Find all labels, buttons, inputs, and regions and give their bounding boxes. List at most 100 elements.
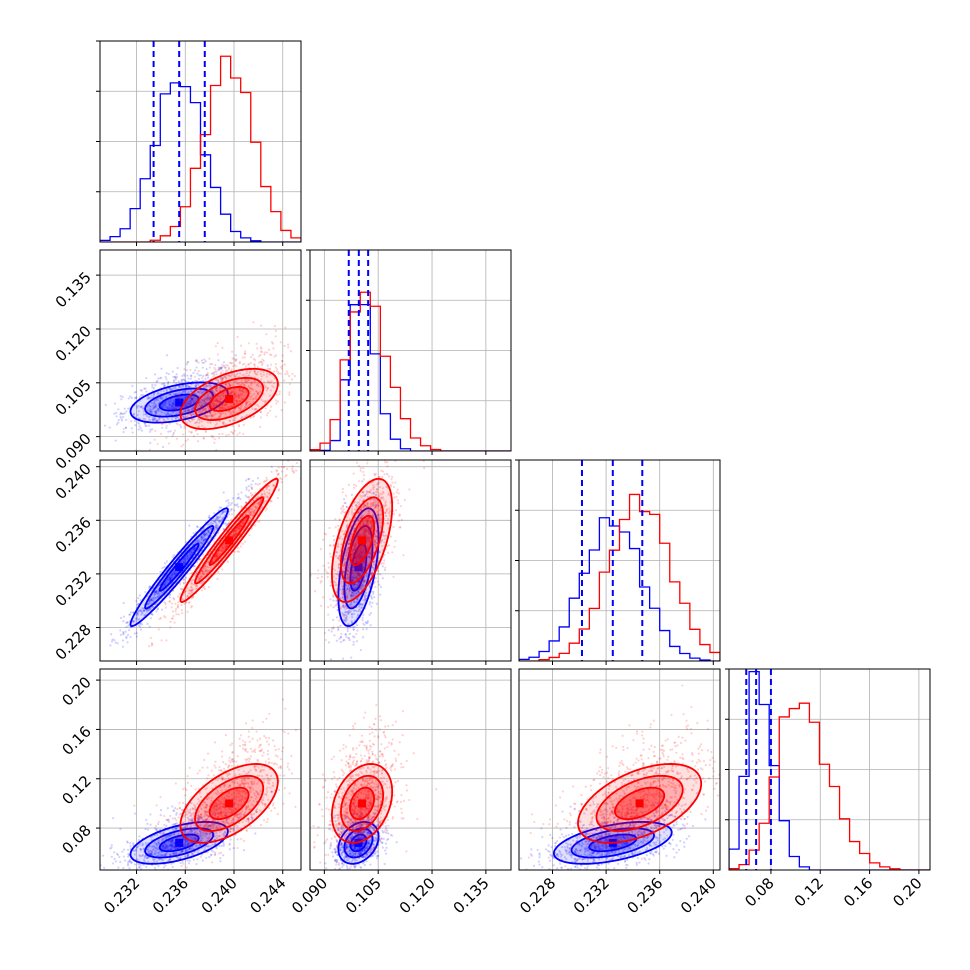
- scatter-point: [150, 598, 153, 601]
- scatter-point: [140, 610, 143, 613]
- scatter-point: [153, 406, 156, 409]
- scatter-point: [184, 410, 187, 413]
- scatter-point: [155, 404, 158, 407]
- scatter-point: [288, 374, 291, 378]
- scatter-point: [169, 578, 172, 581]
- scatter-point: [283, 379, 286, 382]
- scatter-point: [273, 355, 276, 358]
- scatter-point: [214, 520, 217, 523]
- scatter-point: [212, 519, 215, 523]
- scatter-point: [203, 397, 206, 401]
- scatter-point: [186, 587, 189, 590]
- scatter-point: [164, 606, 167, 609]
- scatter-point: [270, 500, 273, 503]
- scatter-point: [185, 404, 188, 408]
- scatter-point: [216, 389, 219, 392]
- scatter-point: [248, 477, 251, 481]
- scatter-point: [231, 357, 234, 360]
- scatter-point: [383, 568, 386, 572]
- scatter-point: [246, 381, 249, 384]
- scatter-point: [198, 401, 201, 404]
- scatter-point: [223, 404, 226, 407]
- scatter-point: [165, 372, 168, 375]
- scatter-point: [193, 547, 196, 550]
- scatter-point: [125, 636, 128, 640]
- scatter-point: [189, 404, 193, 407]
- scatter-point: [162, 445, 165, 449]
- scatter-point: [157, 418, 161, 421]
- density-peak-b: [225, 394, 234, 403]
- scatter-point: [113, 412, 116, 415]
- histograms: [519, 460, 720, 661]
- scatter-point: [182, 578, 185, 581]
- scatter-point: [225, 434, 228, 437]
- scatter-point: [121, 645, 125, 648]
- scatter-point: [171, 617, 174, 620]
- scatter-point: [185, 385, 188, 388]
- scatter-point: [183, 561, 186, 565]
- scatter-point: [230, 513, 234, 516]
- scatter-point: [158, 592, 161, 596]
- scatter-point: [175, 613, 178, 616]
- scatter-point: [157, 408, 160, 411]
- scatter-point: [221, 378, 224, 381]
- scatter-point: [173, 573, 177, 576]
- scatter-point: [183, 391, 187, 394]
- scatter-point: [302, 337, 304, 339]
- scatter-point: [286, 372, 289, 375]
- scatter-point: [243, 362, 246, 366]
- scatter-point: [213, 520, 216, 523]
- scatter-point: [189, 412, 192, 416]
- scatter-point: [207, 529, 210, 532]
- scatter-point: [214, 388, 217, 392]
- scatter-point: [182, 378, 185, 382]
- scatter-point: [199, 374, 203, 377]
- scatter-point: [203, 533, 206, 536]
- scatter-point: [136, 602, 140, 606]
- scatter-point: [166, 412, 169, 416]
- scatter-point: [208, 516, 211, 519]
- scatter-point: [137, 624, 140, 627]
- scatter-point: [155, 399, 158, 402]
- scatter-point: [122, 620, 125, 623]
- scatter-point: [253, 509, 256, 513]
- scatter-point: [262, 371, 265, 374]
- scatter-point: [205, 403, 208, 406]
- scatter-point: [144, 413, 147, 416]
- scatter-point: [189, 399, 193, 402]
- scatter-point: [184, 559, 187, 563]
- scatter-point: [216, 525, 219, 528]
- scatter-point: [133, 419, 137, 423]
- scatter-point: [262, 373, 265, 376]
- scatter-point: [233, 380, 236, 383]
- scatter-point: [177, 396, 180, 400]
- scatter-point: [168, 387, 171, 390]
- scatter-point: [226, 402, 229, 405]
- scatter-point: [158, 420, 161, 423]
- scatter-point: [129, 635, 132, 639]
- scatter-point: [187, 402, 190, 405]
- scatter-point: [185, 395, 188, 398]
- scatter-point: [266, 484, 270, 488]
- scatter-point: [155, 589, 158, 593]
- scatter-point: [199, 405, 203, 409]
- scatter-point: [249, 511, 252, 514]
- scatter-point: [233, 509, 236, 512]
- scatter-point: [239, 389, 242, 393]
- scatter-point: [235, 358, 238, 361]
- histogram-series-a: [729, 670, 930, 870]
- scatter-point: [119, 395, 122, 398]
- scatter-point: [177, 418, 180, 422]
- scatter-point: [129, 395, 132, 398]
- scatter-point: [243, 356, 246, 359]
- scatter-point: [259, 416, 263, 419]
- scatter-point: [198, 577, 201, 580]
- scatter-point: [196, 525, 199, 528]
- scatter-point: [155, 419, 159, 423]
- scatter-point: [243, 384, 247, 387]
- scatter-point: [251, 407, 254, 410]
- scatter-point: [136, 611, 139, 614]
- scatter-point: [229, 362, 233, 365]
- scatter-point: [220, 393, 223, 396]
- scatter-point: [357, 464, 361, 468]
